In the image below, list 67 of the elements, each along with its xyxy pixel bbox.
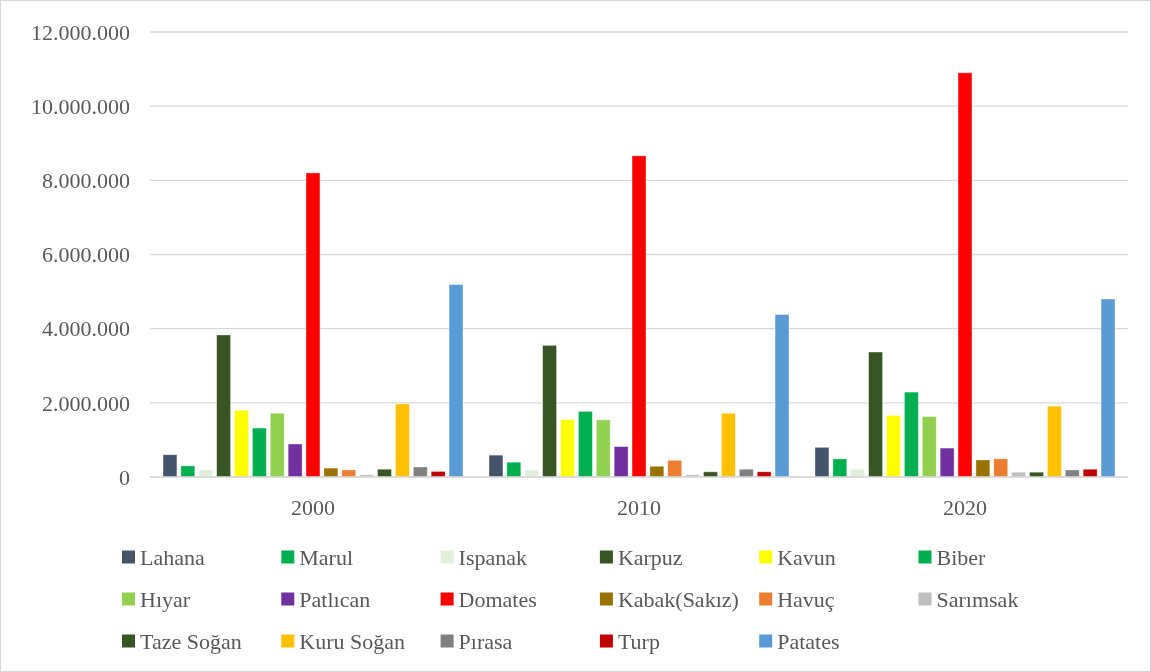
legend-label: Ispanak — [458, 544, 528, 570]
bar — [868, 351, 883, 478]
bar — [957, 72, 973, 478]
legend-label: Biber — [936, 544, 987, 570]
y-tick-label: 4.000.000 — [42, 316, 130, 342]
x-tick-label: 2010 — [617, 494, 661, 520]
bar — [631, 155, 647, 478]
bar — [524, 469, 540, 478]
bar — [269, 412, 285, 478]
x-tick-label: 2020 — [943, 494, 987, 520]
y-tick-label: 2.000.000 — [42, 390, 130, 416]
legend-label: Taze Soğan — [140, 628, 242, 654]
legend-label: Kuru Soğan — [299, 628, 406, 654]
bar — [595, 419, 611, 478]
y-tick-label: 12.000.000 — [31, 19, 130, 45]
legend-label: Havuç — [777, 586, 835, 612]
bar — [939, 447, 955, 478]
legend-label: Patates — [777, 628, 840, 654]
legend-label: Pırasa — [458, 628, 513, 654]
bar — [667, 459, 683, 478]
legend-label: Lahana — [140, 544, 205, 570]
bar — [886, 415, 901, 478]
legend-label: Sarımsak — [936, 586, 1019, 612]
bar — [904, 391, 919, 478]
y-tick-label: 0 — [119, 464, 130, 490]
bar — [305, 172, 321, 478]
bar — [560, 419, 575, 478]
bar — [814, 446, 830, 478]
bar — [1100, 298, 1116, 478]
x-tick-label: 2000 — [291, 494, 335, 520]
bar — [578, 410, 593, 478]
bar — [395, 403, 410, 478]
bar — [649, 465, 665, 478]
legend-label: Karpuz — [617, 544, 683, 570]
bar — [1047, 405, 1062, 478]
bar — [832, 458, 848, 478]
bar — [542, 344, 557, 478]
legend-label: Kabak(Sakız) — [617, 586, 739, 612]
bar — [721, 412, 736, 478]
bar — [216, 334, 231, 478]
bar — [323, 467, 339, 478]
bar — [1064, 469, 1080, 478]
bar — [921, 416, 937, 478]
bar — [180, 465, 196, 478]
bar — [488, 454, 504, 478]
bar — [252, 427, 267, 478]
legend-label: Hıyar — [140, 586, 191, 612]
legend-label: Turp — [617, 628, 660, 654]
bar — [412, 466, 428, 478]
bar — [198, 469, 214, 478]
bar — [287, 443, 303, 478]
legend-label: Kavun — [777, 544, 836, 570]
bar — [162, 454, 178, 478]
bar — [975, 459, 991, 478]
bar — [341, 469, 357, 478]
bar — [613, 446, 629, 478]
bar — [993, 458, 1009, 478]
legend-label: Domates — [458, 586, 537, 612]
legend-label: Patlıcan — [299, 586, 371, 612]
y-tick-label: 8.000.000 — [42, 168, 130, 194]
bar — [774, 314, 790, 478]
y-tick-label: 6.000.000 — [42, 242, 130, 268]
bar — [234, 409, 249, 478]
legend-label: Marul — [299, 544, 354, 570]
bar — [506, 461, 522, 478]
bar — [448, 284, 464, 478]
y-tick-label: 10.000.000 — [31, 93, 130, 119]
